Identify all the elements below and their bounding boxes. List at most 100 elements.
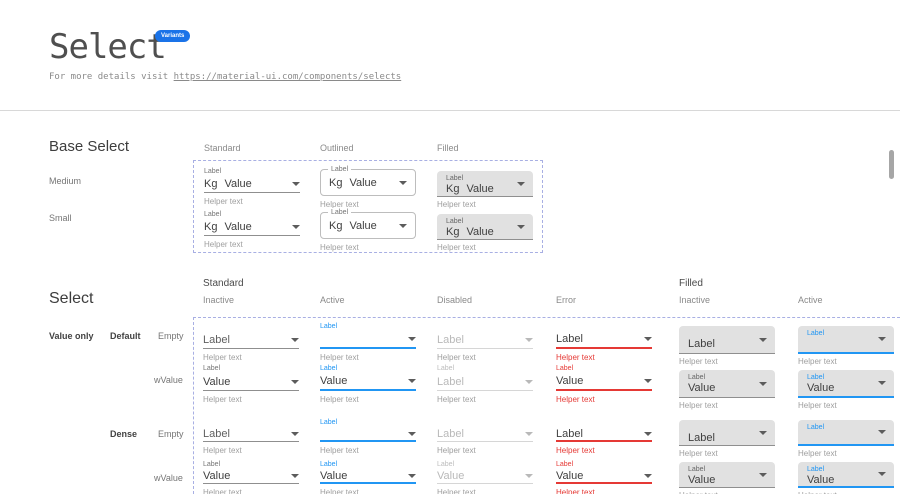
row-group-label: Value only	[49, 331, 94, 341]
select-standard-dense-active-empty[interactable]: Label Helper text	[320, 418, 416, 455]
dropdown-arrow-icon	[291, 379, 299, 384]
column-header-inactive: Inactive	[203, 295, 235, 305]
select-control: Label Value	[798, 462, 894, 488]
select-standard-error-empty[interactable]: Label Helper text	[556, 322, 652, 362]
dropdown-arrow-icon	[408, 473, 416, 478]
base-standard-small-select[interactable]: Label Kg Value Helper text	[204, 210, 300, 249]
helper-text: Helper text	[679, 491, 775, 494]
field-label	[203, 322, 299, 331]
select-control: Label	[556, 427, 652, 442]
dropdown-arrow-icon	[644, 379, 652, 383]
select-standard-dense-inactive-wvalue[interactable]: Label Value Helper text	[203, 460, 299, 494]
column-header-disabled: Disabled	[437, 295, 473, 305]
select-control	[320, 427, 416, 442]
base-standard-medium-select[interactable]: Label Kg Value Helper text	[204, 167, 300, 206]
select-filled-active-wvalue[interactable]: Label Value Helper text	[798, 370, 894, 410]
select-filled-dense-active-wvalue[interactable]: Label Value Helper text	[798, 462, 894, 494]
helper-text: Helper text	[320, 446, 359, 455]
subtitle-text: For more details visit	[49, 72, 174, 82]
dropdown-arrow-icon	[525, 474, 533, 478]
base-filled-medium-select[interactable]: Label Kg Value Helper text	[437, 171, 533, 209]
field-label: Label	[204, 211, 222, 218]
dropdown-arrow-icon	[399, 180, 407, 185]
helper-text: Helper text	[203, 353, 242, 362]
base-filled-small-select[interactable]: Label Kg Value Helper text	[437, 214, 533, 252]
select-control: Label	[203, 427, 299, 442]
dropdown-arrow-icon	[517, 181, 525, 186]
field-label: Label	[807, 374, 825, 381]
select-control: Label	[437, 331, 533, 349]
group-header-filled: Filled	[679, 278, 703, 289]
field-label	[688, 423, 755, 432]
field-label: Label	[320, 419, 338, 426]
column-header-filled: Filled	[437, 143, 459, 153]
select-filled-inactive-wvalue[interactable]: Label Value Helper text	[679, 370, 775, 410]
select-value: Label	[688, 338, 715, 350]
select-control: Kg Value	[204, 219, 300, 236]
column-header-error: Error	[556, 295, 576, 305]
base-outlined-small-select[interactable]: Label Kg Value Helper text	[320, 208, 416, 252]
select-filled-inactive-empty[interactable]: Label Helper text	[679, 326, 775, 366]
base-select-heading: Base Select	[49, 138, 130, 155]
helper-text: Helper text	[798, 401, 837, 410]
helper-text: Helper text	[320, 243, 359, 252]
select-control: Value	[203, 373, 299, 391]
select-value: Value	[224, 221, 252, 233]
select-control: Label	[679, 420, 775, 446]
select-value: Label	[437, 428, 464, 440]
select-filled-dense-inactive-wvalue[interactable]: Label Value Helper text	[679, 462, 775, 494]
select-filled-dense-inactive-empty[interactable]: Label Helper text	[679, 420, 775, 458]
select-control	[320, 331, 416, 349]
column-header-standard: Standard	[204, 143, 241, 153]
select-value: Value	[556, 375, 584, 387]
dropdown-arrow-icon	[759, 381, 767, 386]
column-header-active: Active	[320, 295, 345, 305]
field-label: Label	[328, 165, 352, 174]
field-label: Label	[328, 208, 352, 217]
select-standard-active-wvalue[interactable]: Label Value Helper text	[320, 364, 416, 404]
variants-badge: Variants	[155, 30, 191, 42]
helper-text: Helper text	[437, 488, 476, 494]
helper-text: Helper text	[320, 353, 359, 362]
select-control: Label Value	[798, 370, 894, 398]
select-standard-dense-error-wvalue[interactable]: Label Value Helper text	[556, 460, 652, 494]
select-filled-dense-active-empty[interactable]: Label Helper text	[798, 420, 894, 458]
helper-text: Helper text	[798, 449, 837, 458]
select-control: Label Kg Value	[320, 165, 416, 196]
select-standard-active-empty[interactable]: Label Helper text	[320, 322, 416, 362]
base-outlined-medium-select[interactable]: Label Kg Value Helper text	[320, 165, 416, 209]
select-value: Label	[437, 375, 464, 388]
select-control: Label	[798, 326, 894, 354]
select-control: Label	[437, 427, 533, 442]
select-value: Value	[203, 470, 231, 482]
select-standard-dense-active-wvalue[interactable]: Label Value Helper text	[320, 460, 416, 494]
select-control: Label Value	[679, 370, 775, 398]
scrollbar-thumb[interactable]	[889, 150, 894, 179]
dropdown-arrow-icon	[878, 472, 886, 476]
select-control: Label Kg Value	[437, 171, 533, 197]
field-label	[437, 418, 533, 427]
select-value: Value	[688, 382, 716, 394]
field-label: Label	[437, 461, 455, 468]
select-standard-dense-disabled-wvalue: Label Value Helper text	[437, 460, 533, 494]
material-ui-link[interactable]: https://material-ui.com/components/selec…	[173, 72, 402, 82]
select-standard-inactive-wvalue[interactable]: Label Value Helper text	[203, 364, 299, 404]
helper-text: Helper text	[556, 446, 595, 455]
dropdown-arrow-icon	[292, 182, 300, 186]
dropdown-arrow-icon	[759, 337, 767, 342]
select-standard-dense-inactive-empty[interactable]: Label Helper text	[203, 418, 299, 455]
select-standard-inactive-empty[interactable]: Label Helper text	[203, 322, 299, 362]
helper-text: Helper text	[320, 395, 359, 404]
field-label	[437, 322, 533, 331]
select-filled-active-empty[interactable]: Label Helper text	[798, 326, 894, 366]
select-standard-dense-error-empty[interactable]: Label Helper text	[556, 418, 652, 455]
select-standard-error-wvalue[interactable]: Label Value Helper text	[556, 364, 652, 404]
field-label: Label	[320, 365, 338, 372]
select-control: Value	[556, 469, 652, 484]
subtitle: For more details visit https://material-…	[49, 72, 401, 82]
helper-text: Helper text	[679, 449, 718, 458]
field-label: Label	[556, 461, 574, 468]
dropdown-arrow-icon	[291, 337, 299, 342]
adornment: Kg	[329, 219, 343, 232]
